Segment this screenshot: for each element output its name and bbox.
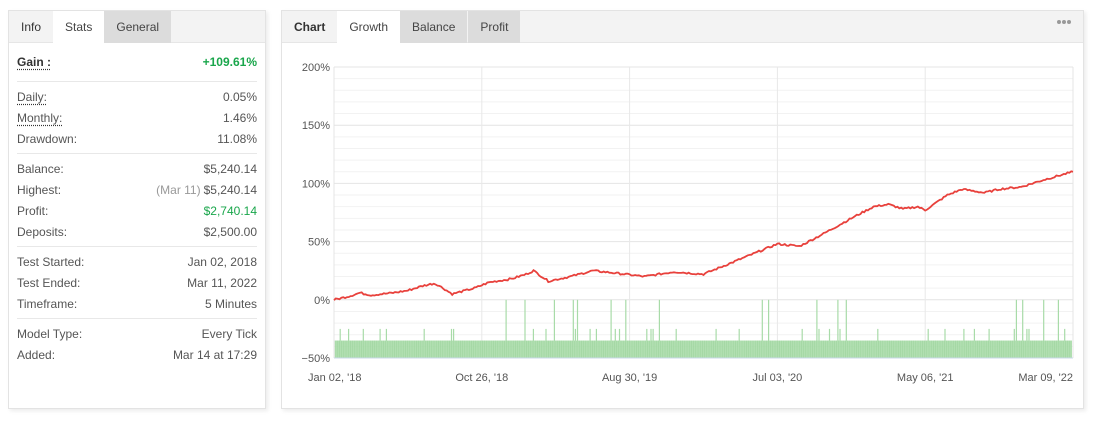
gain-value: +109.61% bbox=[202, 55, 257, 69]
tab-profit[interactable]: Profit bbox=[468, 11, 521, 43]
timeframe-value: 5 Minutes bbox=[204, 296, 257, 311]
daily-label[interactable]: Daily: bbox=[17, 89, 48, 104]
svg-text:May 06, '21: May 06, '21 bbox=[897, 372, 954, 384]
drawdown-row: Drawdown: 11.08% bbox=[17, 128, 257, 149]
svg-text:Jan 02, '18: Jan 02, '18 bbox=[308, 372, 361, 384]
added-value: Mar 14 at 17:29 bbox=[172, 347, 257, 362]
highest-value-wrap: (Mar 11) $5,240.14 bbox=[156, 183, 257, 197]
gain-label[interactable]: Gain : bbox=[17, 55, 52, 69]
test-ended-value: Mar 11, 2022 bbox=[187, 275, 257, 290]
highest-value: $5,240.14 bbox=[203, 182, 257, 197]
svg-text:Jul 03, '20: Jul 03, '20 bbox=[752, 372, 802, 384]
model-type-value: Every Tick bbox=[201, 326, 257, 341]
tab-info[interactable]: Info bbox=[21, 20, 42, 34]
svg-text:−50%: −50% bbox=[302, 353, 331, 365]
stats-list: Gain : +109.61% Daily: 0.05% Monthly: 1.… bbox=[9, 43, 265, 369]
model-type-row: Model Type: Every Tick bbox=[17, 323, 257, 344]
model-type-label: Model Type: bbox=[17, 326, 83, 341]
chart-tabbar: Chart Growth Balance Profit bbox=[282, 11, 1083, 44]
highest-label: Highest: bbox=[17, 182, 62, 197]
profit-row: Profit: $2,740.14 bbox=[17, 200, 257, 221]
test-ended-row: Test Ended: Mar 11, 2022 bbox=[17, 272, 257, 293]
balance-group: Balance: $5,240.14 Highest: (Mar 11) $5,2… bbox=[17, 154, 257, 247]
profit-value: $2,740.14 bbox=[203, 203, 257, 218]
stats-panel: Info Stats General Gain : +109.61% Daily… bbox=[8, 10, 266, 409]
balance-row: Balance: $5,240.14 bbox=[17, 158, 257, 179]
tab-general[interactable]: General bbox=[104, 11, 172, 43]
balance-label: Balance: bbox=[17, 161, 64, 176]
stats-tabbar: Info Stats General bbox=[9, 11, 265, 44]
test-group: Test Started: Jan 02, 2018 Test Ended: M… bbox=[17, 247, 257, 319]
test-ended-label: Test Ended: bbox=[17, 275, 81, 290]
svg-text:200%: 200% bbox=[302, 62, 330, 74]
deposits-label: Deposits: bbox=[17, 224, 68, 239]
tab-balance[interactable]: Balance bbox=[400, 11, 468, 43]
highest-date: (Mar 11) bbox=[156, 182, 201, 197]
svg-text:150%: 150% bbox=[302, 120, 330, 132]
gain-group: Gain : +109.61% bbox=[17, 43, 257, 82]
profit-label: Profit: bbox=[17, 203, 49, 218]
monthly-row: Monthly: 1.46% bbox=[17, 107, 257, 128]
added-label: Added: bbox=[17, 347, 56, 362]
daily-row: Daily: 0.05% bbox=[17, 86, 257, 107]
deposits-value: $2,500.00 bbox=[203, 224, 257, 239]
growth-chart: Jan 02, '18 Oct 26, '18 Aug 30, '19 Jul 03,… bbox=[282, 44, 1083, 408]
model-group: Model Type: Every Tick Added: Mar 14 at … bbox=[17, 319, 257, 369]
added-row: Added: Mar 14 at 17:29 bbox=[17, 344, 257, 365]
tab-growth[interactable]: Growth bbox=[337, 11, 401, 44]
chart-panel: Chart Growth Balance Profit Jan 02, '18 O… bbox=[281, 10, 1084, 409]
daily-value: 0.05% bbox=[222, 89, 257, 104]
test-started-row: Test Started: Jan 02, 2018 bbox=[17, 251, 257, 272]
balance-value: $5,240.14 bbox=[203, 161, 257, 176]
gain-row: Gain : +109.61% bbox=[17, 47, 257, 77]
svg-text:Oct 26, '18: Oct 26, '18 bbox=[455, 372, 508, 384]
drawdown-value: 11.08% bbox=[217, 131, 257, 146]
svg-text:Mar 09, '22: Mar 09, '22 bbox=[1018, 372, 1073, 384]
svg-text:100%: 100% bbox=[302, 178, 330, 190]
growth-chart-svg: Jan 02, '18 Oct 26, '18 Aug 30, '19 Jul 03,… bbox=[302, 62, 1074, 384]
tab-stats[interactable]: Stats bbox=[53, 11, 105, 44]
monthly-value: 1.46% bbox=[222, 110, 257, 125]
monthly-label[interactable]: Monthly: bbox=[17, 110, 63, 125]
rates-group: Daily: 0.05% Monthly: 1.46% Drawdown: 11… bbox=[17, 82, 257, 154]
svg-text:0%: 0% bbox=[314, 295, 330, 307]
test-started-value: Jan 02, 2018 bbox=[187, 254, 257, 269]
deposits-row: Deposits: $2,500.00 bbox=[17, 221, 257, 242]
more-dots-icon[interactable] bbox=[1057, 20, 1071, 24]
highest-row: Highest: (Mar 11) $5,240.14 bbox=[17, 179, 257, 200]
drawdown-label: Drawdown: bbox=[17, 131, 78, 146]
test-started-label: Test Started: bbox=[17, 254, 85, 269]
svg-text:50%: 50% bbox=[308, 237, 330, 249]
timeframe-label: Timeframe: bbox=[17, 296, 78, 311]
tab-chart[interactable]: Chart bbox=[294, 20, 326, 34]
svg-text:Aug 30, '19: Aug 30, '19 bbox=[602, 372, 657, 384]
timeframe-row: Timeframe: 5 Minutes bbox=[17, 293, 257, 314]
